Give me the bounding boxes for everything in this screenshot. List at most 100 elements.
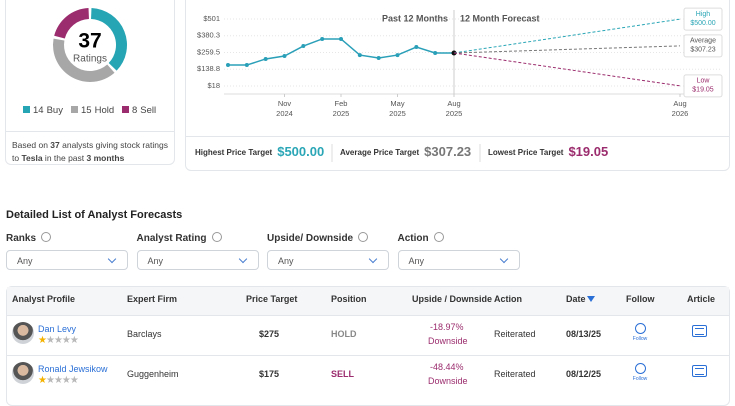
ratings-total: 37 (78, 30, 101, 53)
text: in the past (42, 153, 87, 163)
price-point (395, 53, 400, 58)
donut-segment (54, 8, 89, 39)
ratings-card (5, 0, 175, 165)
section-title: Detailed List of Analyst Forecasts (6, 209, 183, 221)
filter-name: Ranks (6, 233, 37, 244)
price-point (320, 36, 325, 41)
filter-label: Action (398, 232, 444, 244)
direction: Downside (428, 376, 468, 386)
legend-label: Hold (95, 105, 115, 116)
forecast-table (6, 286, 730, 406)
star: ★ (45, 335, 55, 346)
upside: -18.97% (430, 322, 464, 332)
star: ★ (53, 375, 63, 386)
donut-segment (91, 8, 127, 71)
star: ★ (69, 375, 79, 386)
article-button[interactable] (692, 365, 707, 377)
y-tick-label: $259.5 (197, 47, 220, 56)
upside: -48.44% (430, 362, 464, 372)
analyst-name[interactable]: Dan Levy (38, 324, 77, 334)
follow-button[interactable]: Follow (628, 323, 652, 342)
forecast-label: Average (690, 38, 716, 45)
price-point (226, 63, 230, 68)
star: ★ (61, 375, 71, 386)
article-lines (695, 368, 704, 375)
column-header: Follow (626, 294, 655, 304)
filter-name: Analyst Rating (136, 233, 207, 244)
date: 08/12/25 (566, 369, 602, 379)
forecast-value: $19.05 (692, 87, 714, 94)
article-lines (695, 328, 704, 335)
price-target: $275 (259, 329, 280, 339)
price-target: $175 (259, 369, 280, 379)
forecast-label: High (696, 11, 711, 18)
firm: Barclays (127, 329, 162, 339)
x-tick-label: 2026 (672, 109, 689, 118)
x-tick-label: Aug (673, 99, 686, 108)
price-point (376, 55, 381, 60)
star-rating: ★★★★★ (38, 375, 79, 386)
ratings-label: Ratings (73, 54, 107, 65)
follow-button[interactable]: Follow (628, 363, 652, 382)
info-icon (433, 232, 444, 242)
summary-value: $307.23 (424, 144, 471, 159)
firm: Guggenheim (127, 369, 179, 379)
forecast-label: Low (697, 78, 711, 85)
price-point (244, 63, 249, 68)
legend-label: Buy (47, 105, 64, 116)
info-icon (211, 232, 222, 242)
x-tick-label: Nov (278, 99, 292, 108)
price-point (357, 53, 362, 58)
y-tick-label: $380.3 (197, 31, 220, 40)
y-tick-label: $138.8 (197, 64, 220, 73)
filter-select[interactable]: Any (6, 250, 128, 270)
star: ★ (61, 335, 71, 346)
filter-name: Action (397, 233, 429, 244)
summary-item: Highest Price Target $500.00 (195, 144, 324, 159)
x-tick-label: Aug (447, 99, 460, 108)
x-tick-label: 2024 (276, 109, 293, 118)
column-header: Upside / Downside (412, 294, 493, 304)
forecast-box (683, 34, 723, 58)
position: HOLD (331, 329, 357, 339)
forecast-value: $307.23 (690, 47, 715, 54)
legend-entry: 8 Sell (132, 105, 156, 116)
forecast-box (683, 7, 723, 31)
legend-count: 15 (81, 105, 92, 116)
column-header: Article (687, 294, 716, 304)
forecast-value: $500.00 (690, 20, 715, 27)
forecast-box (683, 74, 723, 98)
x-tick-label: 2025 (446, 109, 463, 118)
summary-value: $500.00 (277, 144, 324, 159)
column-header[interactable]: Date (566, 294, 586, 304)
filter-select[interactable]: Any (397, 250, 520, 270)
text: Based on (12, 140, 51, 150)
article-button[interactable] (692, 325, 707, 337)
price-point (301, 44, 306, 49)
legend-count: 8 (132, 105, 137, 116)
follow-icon (634, 363, 646, 374)
analyst-name[interactable]: Ronald Jewsikow (38, 364, 108, 374)
filter-select[interactable]: Any (136, 250, 259, 270)
text: analysts giving stock ratings to (12, 140, 168, 163)
text: 37 (50, 140, 60, 150)
filter-name: Upside/ Downside (267, 233, 354, 244)
summary-item: Lowest Price Target $19.05 (488, 144, 608, 159)
sort-icon (587, 296, 595, 302)
text: 3 months (86, 153, 125, 163)
column-header: Expert Firm (127, 294, 178, 304)
y-tick-label: $18 (207, 81, 220, 90)
avatar (12, 362, 34, 384)
chart-title: Past 12 Months (382, 13, 448, 23)
price-point (433, 50, 438, 55)
x-tick-label: 2025 (333, 109, 350, 118)
forecast-title: 12 Month Forecast (460, 13, 540, 23)
y-tick-label: $501 (203, 14, 220, 23)
legend-label: Sell (140, 105, 156, 116)
filter-select[interactable]: Any (267, 250, 389, 270)
follow-label: Follow (632, 376, 648, 382)
position: SELL (331, 369, 355, 379)
column-header: Action (494, 294, 522, 304)
summary-label: Average Price Target (340, 148, 419, 157)
